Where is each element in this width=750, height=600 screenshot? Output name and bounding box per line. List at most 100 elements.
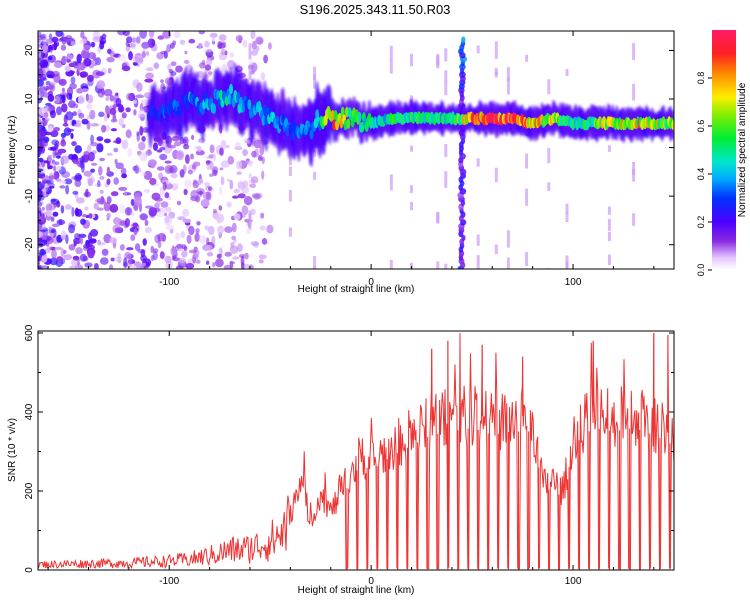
noise-blob [134, 164, 140, 174]
noise-blob [38, 79, 45, 87]
noise-blob [182, 218, 192, 224]
noise-blob [190, 153, 194, 160]
noise-blob [177, 216, 186, 221]
ghost-streak [436, 261, 440, 269]
ridge-band [179, 102, 184, 114]
noise-blob [134, 167, 142, 174]
ghost-streak [565, 69, 569, 76]
noise-blob [170, 246, 177, 256]
noise-blob [157, 35, 165, 40]
snr-x-ticks: -100 0 100 [47, 331, 655, 587]
noise-blob [145, 72, 154, 80]
ghost-streak [313, 171, 317, 180]
noise-blob [166, 225, 175, 231]
colorbar-label: Normalized spectral amplitude [737, 82, 748, 217]
noise-blob [38, 148, 44, 152]
noise-blob [179, 169, 185, 178]
noise-blob [213, 152, 217, 162]
noise-blob [76, 53, 82, 64]
noise-blob [65, 111, 74, 121]
ghost-streak [410, 53, 413, 67]
noise-blob [98, 111, 105, 118]
noise-blob [175, 65, 183, 73]
noise-blob [86, 176, 96, 184]
noise-blob [70, 220, 76, 226]
ghost-streak [410, 201, 413, 211]
noise-blob [99, 157, 105, 162]
ghost-streak [632, 83, 636, 101]
noise-blob [38, 191, 42, 199]
noise-blob [216, 253, 222, 259]
noise-blob [185, 263, 195, 269]
noise-blob [253, 194, 261, 200]
noise-blob [58, 78, 67, 86]
noise-blob [61, 40, 67, 45]
noise-blob [66, 128, 75, 132]
noise-blob [133, 109, 137, 116]
noise-blob [184, 50, 188, 55]
noise-blob [154, 234, 161, 244]
noise-blob [148, 159, 157, 167]
noise-blob [123, 257, 128, 267]
ghost-streak [476, 158, 480, 167]
noise-blob [79, 155, 85, 165]
noise-blob [38, 52, 42, 61]
noise-blob [39, 73, 47, 81]
noise-blob [142, 171, 146, 177]
noise-blob [70, 76, 76, 84]
noise-blob [217, 225, 225, 234]
noise-blob [153, 62, 160, 69]
noise-blob [77, 62, 81, 73]
noise-blob [196, 71, 205, 78]
noise-blob [83, 58, 92, 67]
noise-blob [266, 224, 274, 234]
noise-blob [48, 175, 56, 180]
noise-blob [54, 171, 58, 181]
noise-blob [88, 213, 93, 219]
noise-blob [113, 217, 121, 225]
y-tick-label: 20 [24, 44, 35, 56]
noise-blob [156, 210, 165, 218]
noise-blob [53, 165, 57, 172]
noise-blob [107, 70, 112, 74]
noise-blob [209, 161, 214, 171]
noise-blob [43, 160, 50, 164]
noise-blob [75, 197, 85, 204]
noise-blob [188, 225, 195, 236]
noise-blob [233, 188, 240, 194]
noise-blob [205, 190, 212, 201]
x-tick-label: 100 [565, 576, 582, 587]
colorbar-tick-label: 0.6 [696, 120, 706, 133]
ridge-band [671, 119, 674, 131]
noise-blob [92, 36, 102, 42]
ghost-streak [525, 251, 529, 266]
noise-blob [215, 258, 224, 268]
noise-blob [126, 247, 134, 251]
noise-blob [121, 173, 127, 179]
noise-blob [81, 88, 89, 93]
ghost-streak [248, 210, 252, 225]
noise-blob [141, 41, 151, 49]
noise-blob [125, 107, 131, 113]
noise-blob [139, 31, 147, 39]
noise-blob [38, 197, 41, 203]
ghost-streak [547, 268, 551, 269]
ghost-streak [494, 41, 498, 59]
noise-blob [261, 156, 265, 165]
noise-blob [51, 159, 55, 164]
noise-blob [59, 185, 66, 189]
noise-blob [82, 213, 87, 218]
ghost-streak [632, 49, 636, 61]
ghost-streak [525, 188, 529, 206]
noise-blob [164, 160, 172, 164]
noise-blob [47, 125, 54, 133]
noise-blob [144, 92, 151, 99]
y-tick-label: -10 [24, 188, 35, 203]
noise-blob [117, 31, 126, 36]
noise-blob [196, 221, 201, 226]
noise-blob [164, 164, 173, 174]
noise-blob [47, 94, 55, 102]
x-tick-label: -100 [159, 576, 179, 587]
noise-blob [159, 251, 165, 260]
noise-blob [261, 170, 265, 180]
